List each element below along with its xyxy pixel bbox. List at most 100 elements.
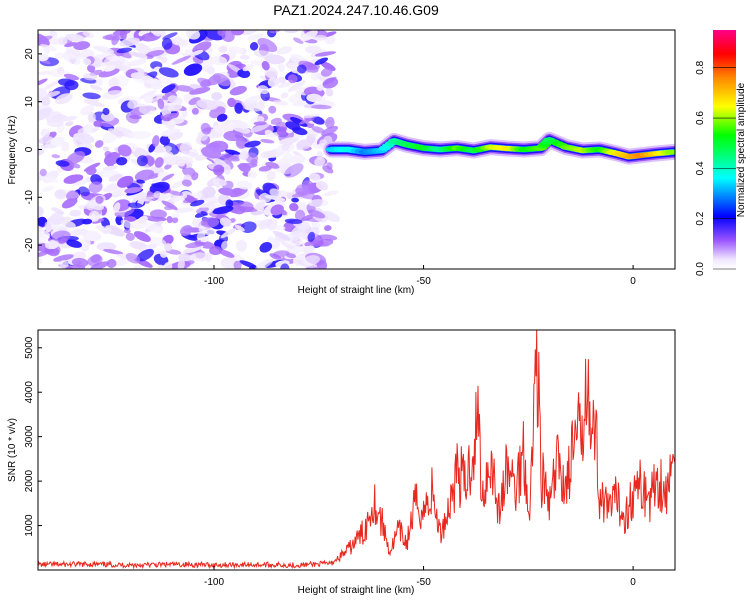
noise-blob bbox=[146, 49, 165, 57]
noise-blob bbox=[81, 49, 95, 58]
noise-blob bbox=[310, 71, 321, 81]
colorbar-tick-label: 0.6 bbox=[695, 111, 706, 125]
noise-blob bbox=[102, 50, 119, 62]
noise-blob bbox=[142, 75, 156, 85]
noise-blob bbox=[200, 237, 210, 243]
noise-blob bbox=[102, 107, 110, 116]
noise-blob bbox=[287, 74, 298, 84]
noise-blob bbox=[311, 116, 325, 125]
noise-blob bbox=[231, 119, 249, 128]
noise-blob bbox=[237, 69, 251, 79]
noise-blob bbox=[108, 128, 125, 137]
noise-blob bbox=[40, 176, 59, 183]
bottom-y-ticks: 1000 2000 3000 4000 5000 bbox=[24, 336, 42, 537]
noise-blob bbox=[278, 76, 286, 84]
noise-blob bbox=[190, 199, 205, 207]
noise-blob bbox=[152, 135, 160, 147]
noise-blob bbox=[287, 62, 301, 71]
noise-blob bbox=[321, 210, 341, 222]
noise-blob bbox=[200, 122, 212, 135]
noise-blob bbox=[311, 126, 326, 134]
noise-blob bbox=[161, 173, 175, 181]
noise-blob bbox=[108, 173, 123, 182]
noise-blob bbox=[219, 217, 232, 227]
noise-blob bbox=[123, 228, 131, 234]
noise-blob bbox=[146, 236, 167, 247]
noise-blob bbox=[263, 150, 277, 158]
noise-blob bbox=[103, 64, 117, 72]
noise-blob bbox=[51, 207, 65, 215]
noise-blob bbox=[171, 217, 179, 224]
noise-blob bbox=[161, 200, 178, 211]
noise-blob bbox=[163, 145, 172, 153]
noise-blob bbox=[286, 192, 294, 200]
noise-blob bbox=[38, 53, 49, 62]
noise-blob bbox=[267, 76, 280, 88]
noise-blob bbox=[133, 231, 151, 242]
noise-blob bbox=[206, 66, 215, 75]
noise-blob bbox=[151, 177, 162, 184]
noise-blob bbox=[139, 90, 157, 99]
noise-blob bbox=[182, 245, 204, 254]
noise-blob bbox=[218, 45, 228, 53]
noise-blob bbox=[184, 260, 195, 266]
noise-blob bbox=[44, 221, 52, 230]
noise-blob bbox=[234, 102, 244, 114]
colorbar-tick-label: 0.0 bbox=[695, 262, 706, 276]
snr-frame bbox=[37, 329, 676, 571]
x-tick-label: -50 bbox=[416, 577, 431, 588]
noise-blob bbox=[234, 224, 245, 232]
noise-blob bbox=[255, 258, 274, 269]
top-x-axis-label: Height of straight line (km) bbox=[298, 285, 415, 296]
y-tick-label: -20 bbox=[24, 237, 35, 252]
noise-blob bbox=[106, 258, 117, 269]
noise-blob bbox=[185, 241, 206, 249]
noise-blob bbox=[221, 240, 228, 250]
noise-blob bbox=[295, 187, 316, 200]
noise-blob bbox=[156, 264, 164, 269]
noise-blob bbox=[258, 219, 273, 230]
noise-blob bbox=[220, 228, 237, 239]
noise-blob bbox=[191, 252, 209, 262]
noise-blob bbox=[66, 190, 79, 201]
noise-blob bbox=[159, 135, 171, 146]
noise-blob bbox=[58, 36, 68, 46]
noise-blob bbox=[38, 206, 44, 217]
noise-blob bbox=[186, 30, 201, 40]
noise-blob bbox=[238, 151, 249, 160]
noise-blob bbox=[322, 76, 337, 86]
noise-blob bbox=[92, 45, 115, 54]
noise-blobs bbox=[38, 30, 341, 269]
y-tick-label: 0 bbox=[24, 146, 35, 152]
noise-blob bbox=[225, 199, 234, 208]
noise-blob bbox=[129, 241, 147, 250]
noise-blob bbox=[257, 38, 278, 52]
noise-blob bbox=[78, 186, 90, 197]
noise-blob bbox=[268, 105, 277, 114]
noise-blob bbox=[200, 211, 208, 216]
top-x-ticks: -100 -50 0 bbox=[204, 265, 636, 287]
colorbar-tick-label: 0.8 bbox=[695, 60, 706, 74]
noise-blob bbox=[233, 260, 242, 269]
noise-blob bbox=[253, 121, 267, 126]
noise-blob bbox=[323, 190, 339, 197]
noise-blob bbox=[289, 232, 308, 245]
noise-blob bbox=[196, 99, 218, 111]
noise-blob bbox=[83, 72, 98, 81]
noise-blob bbox=[239, 260, 258, 269]
noise-blob bbox=[136, 248, 154, 262]
noise-blob bbox=[218, 187, 237, 196]
noise-blob bbox=[284, 218, 303, 224]
noise-blob bbox=[116, 156, 128, 166]
x-tick-label: -50 bbox=[416, 276, 431, 287]
noise-blob bbox=[320, 61, 336, 71]
noise-blob bbox=[260, 138, 275, 144]
noise-blob bbox=[247, 33, 264, 41]
noise-blob bbox=[314, 156, 326, 167]
noise-blob bbox=[87, 112, 96, 124]
noise-blob bbox=[201, 146, 222, 159]
noise-blob bbox=[62, 52, 81, 65]
noise-blob bbox=[46, 118, 64, 128]
noise-blob bbox=[161, 37, 173, 50]
